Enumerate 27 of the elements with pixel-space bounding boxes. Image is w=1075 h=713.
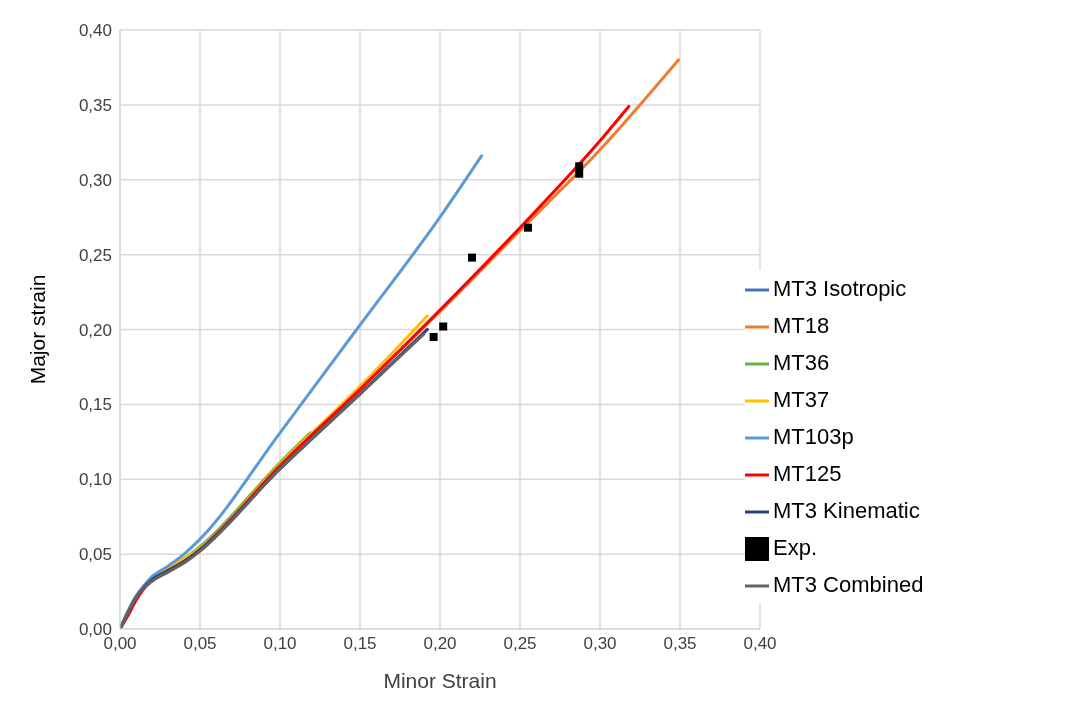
y-tick-label: 0,40: [78, 21, 112, 41]
legend-label: MT3 Combined: [773, 572, 924, 597]
legend-label: Exp.: [773, 535, 818, 560]
y-axis-title: Major strain: [26, 274, 50, 385]
legend-label: MT3 Isotropic: [773, 276, 907, 301]
y-tick-label: 0,30: [78, 170, 112, 190]
y-tick-label: 0,15: [78, 395, 112, 415]
y-tick-label: 0,25: [78, 245, 112, 265]
legend-label: MT37: [773, 387, 830, 412]
y-tick-label: 0,10: [78, 470, 112, 490]
legend-label: MT103p: [773, 424, 854, 449]
y-tick-label: 0,20: [78, 320, 112, 340]
x-tick-label: 0,10: [263, 634, 297, 654]
x-tick-label: 0,35: [663, 634, 697, 654]
y-tick-label: 0,35: [78, 95, 112, 115]
x-tick-label: 0,20: [423, 634, 457, 654]
legend-label: MT125: [773, 461, 842, 486]
x-tick-label: 0,25: [503, 634, 537, 654]
x-axis-title: Minor Strain: [383, 669, 497, 692]
y-tick-label: 0,05: [78, 545, 112, 565]
legend-label: MT3 Kinematic: [773, 498, 920, 523]
legend-label: MT18: [773, 313, 830, 338]
x-tick-label: 0,15: [343, 634, 377, 654]
x-tick-label: 0,30: [583, 634, 617, 654]
x-tick-label: 0,05: [183, 634, 217, 654]
x-tick-label: 0,40: [743, 634, 777, 654]
legend-label: MT36: [773, 350, 830, 375]
